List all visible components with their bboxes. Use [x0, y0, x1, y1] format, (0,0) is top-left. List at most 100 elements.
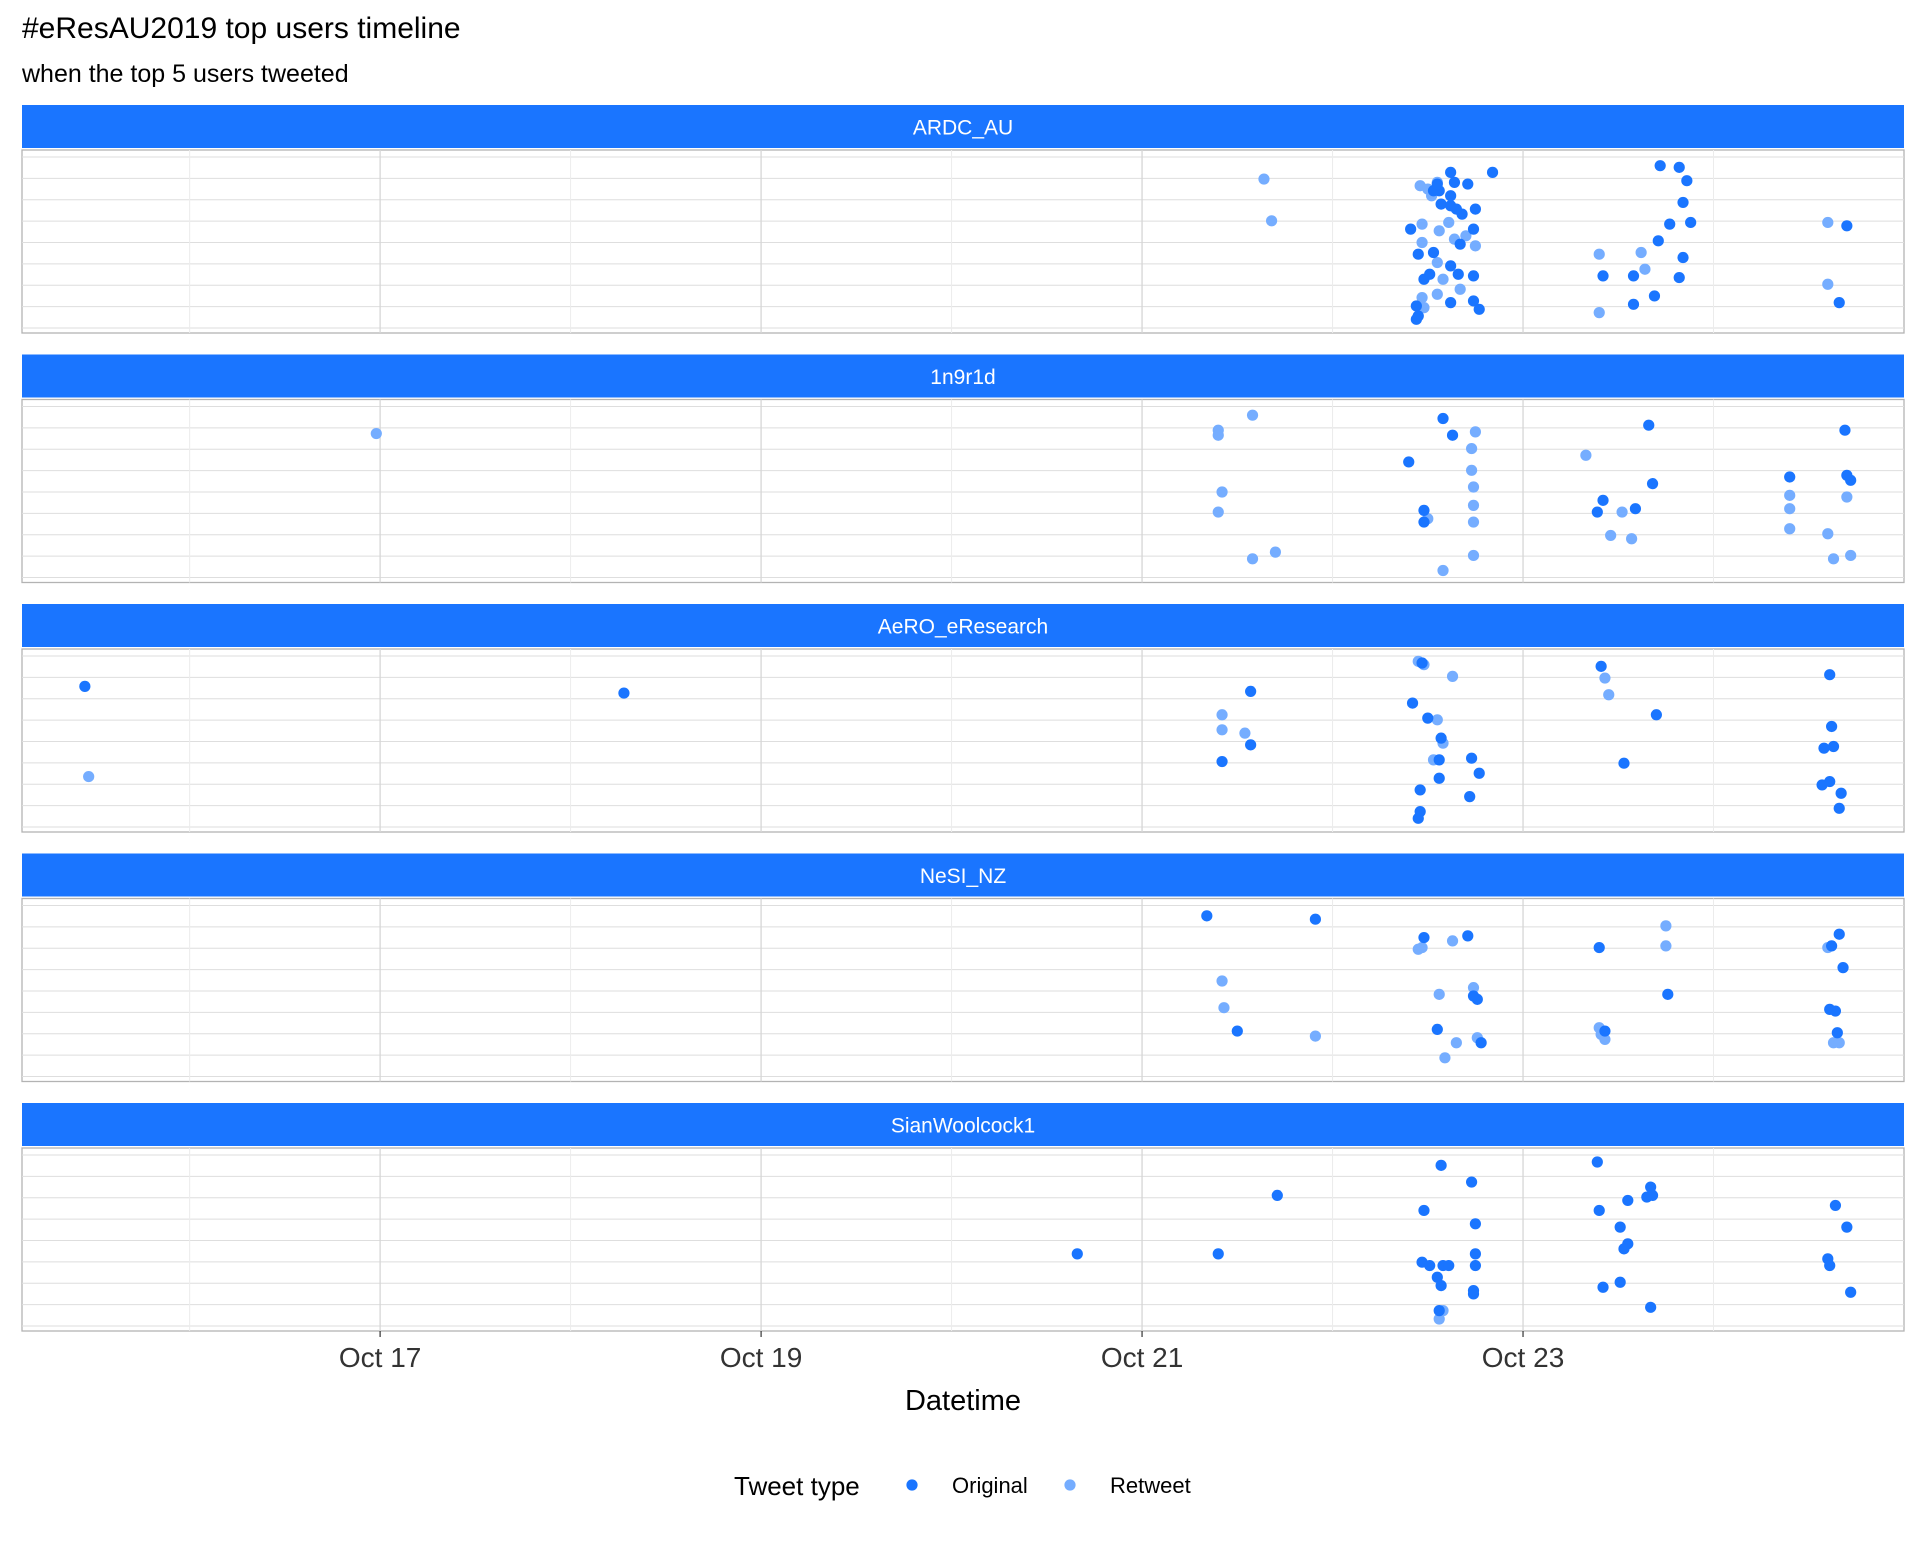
legend-label-retweet: Retweet	[1110, 1473, 1191, 1498]
point-original	[1473, 767, 1485, 779]
point-retweet	[1845, 549, 1857, 562]
point-original	[1627, 270, 1640, 282]
point-original	[1827, 740, 1840, 753]
point-original	[1433, 754, 1445, 766]
point-retweet	[1246, 553, 1259, 565]
point-original	[1469, 203, 1482, 215]
point-retweet	[1265, 215, 1278, 227]
point-retweet	[1605, 529, 1617, 542]
point-original	[1445, 190, 1457, 202]
point-original	[1410, 313, 1422, 325]
point-original	[1467, 990, 1480, 1002]
point-retweet	[1660, 940, 1672, 952]
point-original	[1629, 503, 1642, 515]
point-original	[1473, 303, 1485, 315]
point-original	[1627, 298, 1640, 310]
point-retweet	[1833, 1037, 1845, 1049]
chart-subtitle: when the top 5 users tweeted	[21, 60, 349, 88]
point-retweet	[1433, 225, 1445, 237]
legend-title: Tweet type	[734, 1471, 860, 1501]
facet-panel-1n9r1d: 1n9r1d	[21, 354, 1905, 584]
point-retweet	[1467, 516, 1480, 528]
point-original	[1445, 297, 1457, 309]
point-retweet	[1416, 218, 1428, 230]
point-retweet	[1822, 278, 1834, 290]
point-retweet	[1784, 523, 1796, 535]
point-original	[1591, 1156, 1603, 1168]
point-retweet	[1446, 935, 1459, 947]
facet-strip-label: 1n9r1d	[930, 366, 995, 389]
point-original	[1824, 1259, 1836, 1272]
point-original	[1071, 1248, 1083, 1260]
point-retweet	[1616, 506, 1628, 518]
point-original	[1835, 787, 1847, 799]
chart-title: #eResAU2019 top users timeline	[22, 12, 461, 45]
point-retweet	[1309, 1030, 1321, 1042]
point-original	[1645, 1301, 1657, 1313]
point-retweet	[1416, 941, 1428, 954]
point-retweet	[1467, 982, 1480, 994]
point-original	[1448, 176, 1461, 188]
point-original	[79, 680, 91, 692]
point-original	[1465, 1176, 1478, 1188]
point-original	[1597, 270, 1609, 282]
point-original	[1833, 802, 1845, 814]
point-original	[1412, 248, 1424, 260]
point-original	[1467, 223, 1480, 235]
facet-strip-label: ARDC_AU	[913, 117, 1013, 140]
x-axis: Oct 17 Oct 19 Oct 21 Oct 23	[339, 1331, 1564, 1373]
point-original	[1212, 1248, 1224, 1260]
point-retweet	[1437, 273, 1449, 285]
facet-strip	[22, 604, 1904, 647]
point-original	[1416, 657, 1428, 669]
point-retweet	[1635, 246, 1647, 259]
point-retweet	[1212, 429, 1224, 441]
point-original	[1424, 1259, 1436, 1272]
point-original	[1824, 669, 1836, 681]
point-original	[1597, 1281, 1609, 1293]
point-original	[1826, 720, 1838, 733]
point-retweet	[1660, 920, 1672, 932]
point-original	[1435, 1159, 1447, 1171]
point-original	[1431, 1023, 1443, 1036]
point-retweet	[1467, 481, 1480, 493]
point-original	[1618, 1243, 1630, 1255]
point-original	[1826, 940, 1838, 952]
point-original	[1462, 178, 1474, 190]
point-original	[1403, 456, 1415, 468]
point-original	[1618, 757, 1630, 769]
point-retweet	[1216, 486, 1228, 498]
point-retweet	[1784, 489, 1796, 501]
point-retweet	[1443, 216, 1455, 229]
facet-panels: ARDC_AU 1n9r1d AeRO_eResearch NeSI_NZ SianWo…	[21, 105, 1905, 1332]
point-retweet	[1446, 670, 1459, 682]
point-retweet	[1431, 288, 1443, 300]
point-original	[1467, 1288, 1480, 1300]
legend-key-retweet	[1064, 1479, 1076, 1491]
x-tick-label: Oct 19	[720, 1342, 802, 1373]
point-original	[1410, 300, 1422, 312]
point-original	[1445, 166, 1457, 178]
point-retweet	[1469, 426, 1482, 438]
point-retweet	[1465, 442, 1478, 455]
point-retweet	[1580, 449, 1592, 461]
point-original	[1486, 166, 1499, 178]
point-original	[1831, 1027, 1843, 1039]
point-original	[1681, 175, 1693, 187]
point-original	[1412, 812, 1424, 824]
point-retweet	[1593, 248, 1605, 260]
point-original	[1469, 1259, 1482, 1272]
point-original	[1450, 203, 1462, 215]
x-tick-label: Oct 17	[339, 1342, 421, 1373]
point-retweet	[1469, 240, 1482, 252]
point-original	[1245, 739, 1257, 751]
point-retweet	[1431, 256, 1443, 269]
x-tick-label: Oct 23	[1482, 1342, 1564, 1373]
point-original	[1462, 930, 1474, 942]
point-original	[1841, 1221, 1853, 1233]
point-retweet	[1433, 1313, 1445, 1325]
point-original	[1673, 271, 1685, 284]
point-original	[1593, 941, 1605, 954]
